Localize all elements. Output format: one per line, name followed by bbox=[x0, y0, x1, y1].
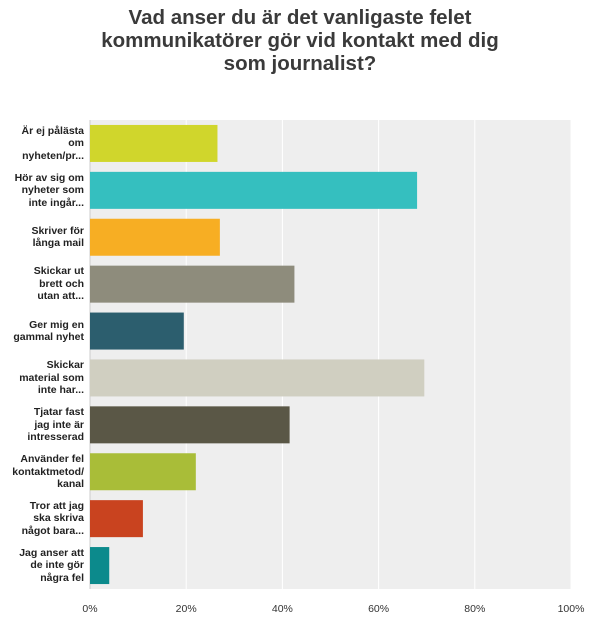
category-label-line: Skriver för bbox=[31, 224, 84, 237]
x-tick-label: 60% bbox=[368, 603, 390, 615]
chart-title-line: Vad anser du är det vanligaste felet bbox=[128, 6, 472, 29]
category-label-line: kontaktmetod/ bbox=[12, 465, 84, 478]
category-label-line: Jag anser att bbox=[19, 546, 84, 559]
x-tick-label: 40% bbox=[271, 603, 293, 615]
category-label: Hör av sig om nyheter som inte ingår... bbox=[0, 172, 84, 210]
category-label-line: ska skriva bbox=[33, 512, 84, 525]
category-label-line: Skickar bbox=[46, 359, 84, 372]
bar bbox=[90, 124, 218, 162]
category-label-line: material som bbox=[19, 371, 84, 384]
category-label-line: intresserad bbox=[27, 431, 84, 444]
bar bbox=[90, 406, 290, 444]
category-label-line: Hör av sig om bbox=[14, 171, 84, 184]
bar bbox=[90, 500, 143, 538]
category-label-line: gammal nyhet bbox=[13, 331, 84, 344]
category-label: Använder fel kontaktmetod/kanal bbox=[0, 453, 84, 491]
category-label-line: utan att... bbox=[37, 290, 84, 303]
bar bbox=[90, 265, 295, 303]
category-label-line: nyheter som bbox=[21, 184, 84, 197]
category-label-line: inte ingår... bbox=[28, 196, 84, 209]
category-label-line: kanal bbox=[57, 478, 84, 490]
category-label: Tror att jag ska skriva något bara... bbox=[0, 500, 84, 538]
category-label-line: brett och bbox=[39, 277, 84, 290]
category-label: Ger mig en gammal nyhet bbox=[0, 319, 84, 344]
category-label-line: inte har... bbox=[37, 384, 84, 397]
category-label-line: nyheten/pr... bbox=[22, 149, 84, 162]
category-label-line: långa mail bbox=[32, 237, 84, 250]
category-label: Skickar ut brett och utan att... bbox=[0, 265, 84, 303]
chart-title-line: kommunikatörer gör vid kontakt med dig bbox=[101, 29, 499, 52]
category-label-line: Är ej pålästa bbox=[21, 124, 84, 137]
chart-title: Vad anser du är det vanligaste felet komm… bbox=[90, 6, 510, 75]
bar bbox=[90, 453, 196, 491]
category-label-line: Skickar ut bbox=[33, 265, 84, 278]
category-label: Är ej pålästa om nyheten/pr... bbox=[0, 125, 84, 163]
category-label-line: om bbox=[68, 137, 84, 150]
category-label-line: Ger mig en bbox=[29, 318, 84, 331]
bar bbox=[90, 547, 110, 585]
category-label-line: jag inte är bbox=[34, 418, 84, 431]
bar bbox=[90, 171, 418, 209]
category-label-line: de inte gör bbox=[30, 559, 84, 572]
category-label: Tjatar fast jag inte är intresserad bbox=[0, 406, 84, 444]
category-label-line: Tror att jag bbox=[29, 499, 84, 512]
bar bbox=[90, 359, 425, 397]
category-label-line: några fel bbox=[40, 571, 84, 584]
category-label: Skriver för långa mail bbox=[0, 225, 84, 250]
x-tick-label: 80% bbox=[464, 603, 486, 615]
x-tick-label: 0% bbox=[82, 603, 98, 615]
bar bbox=[90, 312, 184, 350]
bar bbox=[90, 218, 220, 256]
x-tick-label: 20% bbox=[175, 603, 197, 615]
category-label-line: Tjatar fast bbox=[33, 406, 84, 419]
category-label-line: Använder fel bbox=[20, 453, 84, 465]
x-tick-label: 100% bbox=[557, 603, 585, 615]
category-label: Jag anser att de inte gör några fel bbox=[0, 547, 84, 585]
category-label: Skickar material som inte har... bbox=[0, 359, 84, 397]
chart-title-line: som journalist? bbox=[223, 52, 377, 75]
category-label-line: något bara... bbox=[21, 524, 84, 537]
